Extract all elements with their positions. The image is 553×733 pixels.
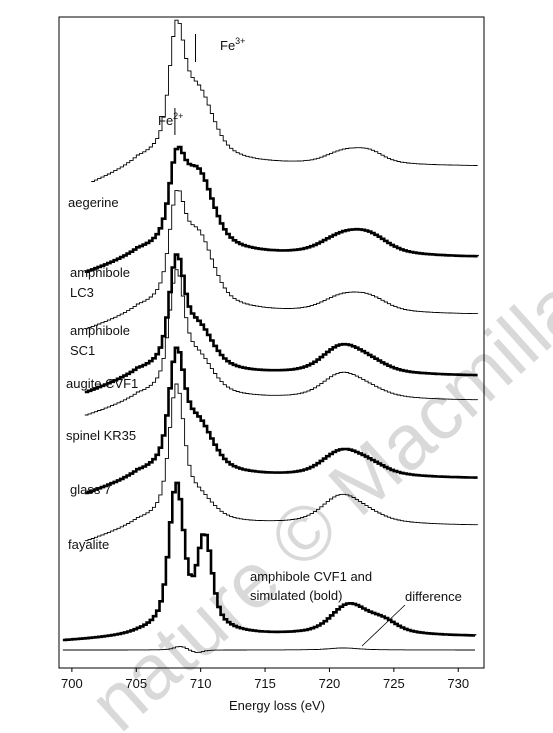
- difference-pointer: [361, 604, 406, 647]
- x-tick-label: 720: [319, 676, 341, 691]
- series-label: fayalite: [68, 537, 109, 552]
- plot-frame: [58, 16, 485, 669]
- spectra-series: [62, 19, 479, 653]
- series-label: spinel KR35: [66, 428, 136, 443]
- series-line: [84, 269, 479, 416]
- x-tick-label: 725: [383, 676, 405, 691]
- x-axis-title: Energy loss (eV): [229, 698, 325, 713]
- series-line: [84, 383, 479, 542]
- series-line: [84, 346, 478, 495]
- series-line: [91, 19, 478, 182]
- pair-label-line2: simulated (bold): [250, 588, 343, 603]
- pair-label-line1: amphibole CVF1 and: [250, 569, 372, 584]
- x-tick-label: 700: [61, 676, 83, 691]
- series-label: glass 7: [70, 482, 111, 497]
- series-label: SC1: [70, 343, 95, 358]
- peak-marker-label: Fe2+: [158, 111, 183, 128]
- series-line: [84, 145, 479, 273]
- x-tick-label: 710: [190, 676, 212, 691]
- series-label: amphibole: [70, 265, 130, 280]
- x-tick-label: 730: [447, 676, 469, 691]
- peak-marker-label: Fe3+: [220, 36, 245, 53]
- series-label: LC3: [70, 285, 94, 300]
- series-label: aegerine: [68, 195, 119, 210]
- x-tick-label: 705: [125, 676, 147, 691]
- series-line: [84, 253, 478, 394]
- x-tick-label: 715: [254, 676, 276, 691]
- series-line: [62, 481, 477, 642]
- x-axis: 700 705 710 715 720 725 730: [61, 668, 469, 691]
- series-label: amphibole: [70, 323, 130, 338]
- series-labels: aegerine amphibole LC3 amphibole SC1 augite C…: [66, 195, 138, 552]
- peak-markers: Fe2+ Fe3+: [158, 34, 245, 135]
- series-line: [84, 190, 479, 330]
- difference-label: difference: [405, 589, 462, 604]
- watermark-text: nature © Macmillan: [72, 232, 553, 733]
- series-label: augite CVF1: [66, 376, 138, 391]
- series-line: [62, 645, 475, 653]
